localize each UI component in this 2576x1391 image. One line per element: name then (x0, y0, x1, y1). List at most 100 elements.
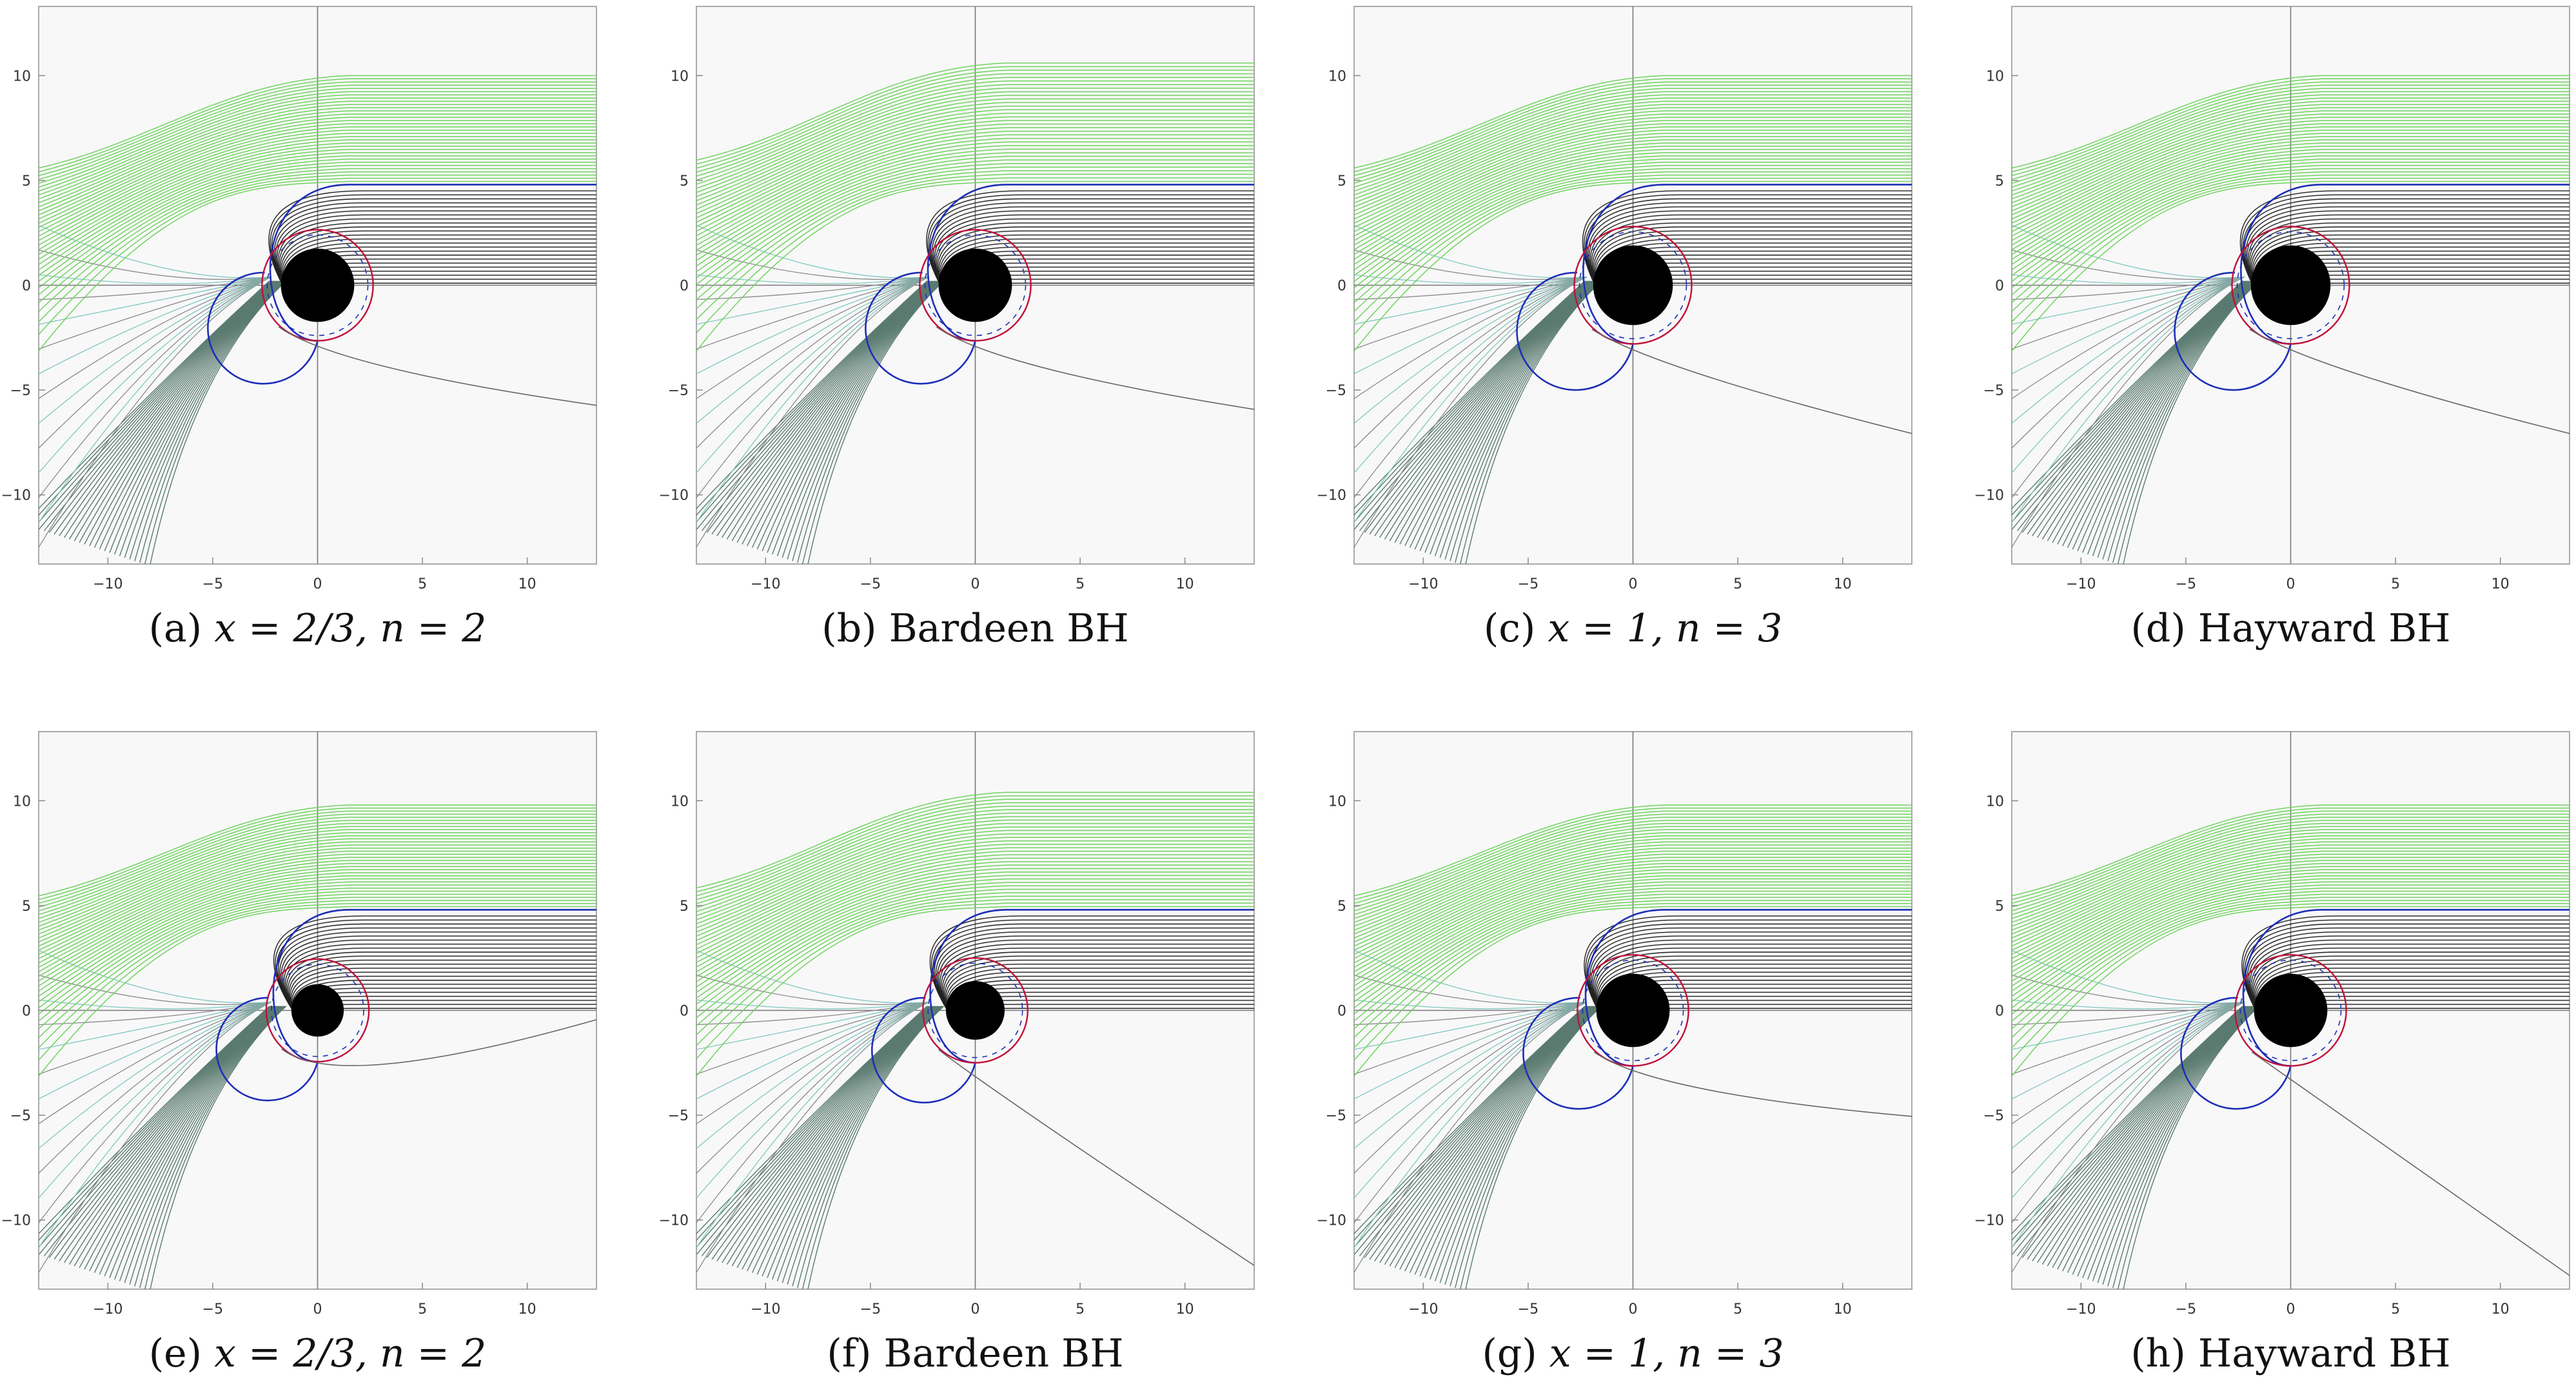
lower-ray (2072, 280, 2253, 550)
left-ray (39, 276, 272, 549)
escaping-ray (2012, 151, 2570, 271)
escaping-ray (2012, 862, 2570, 973)
lower-ray (722, 1006, 933, 1263)
left-ray (39, 276, 272, 424)
lower-ray (2097, 280, 2256, 558)
escaping-ray (1354, 177, 1912, 336)
escaping-ray (39, 890, 596, 1022)
lower-ray (1364, 280, 1589, 533)
x-tick-label: 10 (1176, 1301, 1194, 1318)
escaping-ray (696, 875, 1254, 993)
y-tick-label: 10 (1986, 68, 2004, 84)
left-ray (696, 1001, 930, 1100)
escaping-ray (1354, 804, 1912, 897)
left-ray (1354, 1001, 1588, 1199)
left-ray (2012, 276, 2245, 400)
lower-ray (787, 280, 942, 560)
panel-label: (a) (149, 606, 215, 651)
escaping-ray (2012, 164, 2570, 296)
event-horizon (938, 248, 1012, 322)
y-tick-label: 0 (680, 278, 689, 295)
x-tick-label: −5 (2176, 576, 2196, 592)
x-tick-label: −5 (1518, 576, 1539, 592)
escaping-ray (696, 895, 1254, 1036)
escaping-ray (1354, 832, 1912, 931)
x-tick-label: −10 (2066, 576, 2096, 592)
lower-ray (1354, 1006, 1586, 1235)
escaping-ray (696, 812, 1254, 913)
lower-ray (64, 1006, 275, 1263)
tail-ray (278, 326, 596, 406)
y-tick-label: 5 (680, 173, 689, 190)
escaping-ray (39, 906, 596, 1077)
escaping-ray (2012, 888, 2570, 1015)
y-tick-label: 0 (1995, 278, 2004, 295)
escaping-ray (39, 113, 596, 216)
y-tick-label: −10 (659, 1213, 689, 1229)
escaping-ray (2012, 104, 2570, 204)
escaping-ray (2012, 177, 2570, 336)
escaping-ray (1354, 101, 1912, 200)
lower-ray (797, 1006, 943, 1289)
escaping-ray (696, 844, 1254, 950)
lower-ray (99, 280, 280, 550)
escaping-ray (1354, 841, 1912, 943)
left-ray (39, 1001, 272, 1224)
escaping-ray (2012, 906, 2570, 1077)
lower-ray (772, 280, 939, 555)
lower-ray (150, 1006, 287, 1289)
escaping-ray (39, 875, 596, 992)
escaping-ray (2012, 829, 2570, 927)
lower-ray (1389, 1006, 1592, 1267)
lower-ray (722, 280, 933, 538)
escaping-ray (696, 116, 1254, 223)
escaping-ray (1354, 110, 1912, 211)
escaping-ray (696, 885, 1254, 1012)
panel-e: −10 −5 0 5 10 10 5 0 −5 −10 (e) x = 2/3, n = 2 (1, 731, 597, 1376)
lower-ray (2052, 280, 2250, 543)
left-ray (696, 1001, 930, 1224)
escaping-ray (696, 70, 1254, 169)
left-ray (1354, 276, 1588, 325)
escaping-ray (696, 878, 1254, 999)
panel-caption: (d) Hayward BH (2131, 606, 2451, 651)
escaping-ray (1354, 897, 1912, 1038)
y-tick-label: −5 (1983, 383, 2004, 399)
escaping-ray (39, 155, 596, 277)
lower-ray (776, 1006, 940, 1281)
escaping-ray (1354, 146, 1912, 260)
escaping-ray (2012, 850, 2570, 955)
lower-ray (1379, 280, 1591, 538)
left-ray (2012, 1001, 2245, 1174)
escaping-ray (2012, 110, 2570, 211)
lower-ray (776, 280, 940, 556)
escaping-ray (696, 155, 1254, 279)
lower-ray (701, 280, 930, 532)
lower-ray (1379, 1006, 1591, 1263)
escaping-ray (1354, 151, 1912, 271)
escaping-ray (2012, 835, 2570, 935)
y-tick-label: 5 (680, 899, 689, 915)
left-ray (39, 276, 272, 374)
escaping-ray (39, 832, 596, 931)
escaping-ray (1354, 164, 1912, 296)
left-ray (696, 276, 930, 325)
lower-ray (1430, 280, 1597, 555)
lower-ray (39, 280, 270, 510)
escaping-ray (2012, 860, 2570, 968)
photon-ring (922, 957, 1028, 1064)
separatrix-ray (871, 909, 1254, 1104)
lower-ray (1434, 280, 1598, 556)
left-ray (696, 276, 930, 300)
escaping-ray (1354, 94, 1912, 192)
lower-ray (89, 1006, 279, 1272)
left-ray (39, 1001, 272, 1075)
escaping-ray (696, 127, 1254, 237)
left-ray (696, 276, 930, 424)
lower-ray (1455, 1006, 1601, 1289)
escaping-ray (696, 819, 1254, 920)
event-horizon (1593, 245, 1673, 326)
x-tick-label: 0 (2286, 1301, 2296, 1318)
lower-ray (150, 280, 287, 564)
escaping-ray (1354, 881, 1912, 1003)
